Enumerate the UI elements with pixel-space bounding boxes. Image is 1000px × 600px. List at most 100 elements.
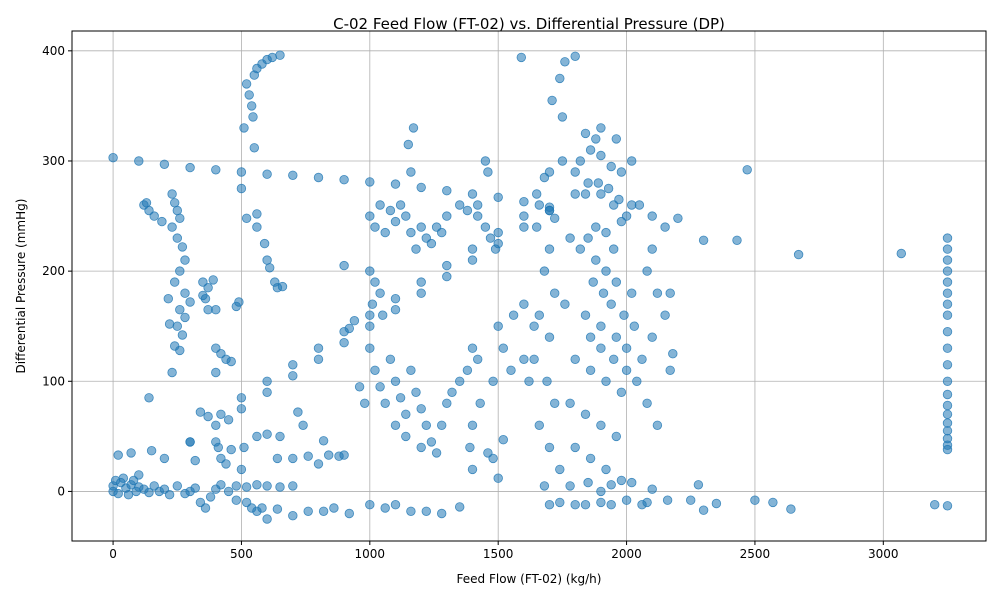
data-point [467, 464, 478, 475]
data-point [262, 255, 272, 265]
data-point [344, 508, 355, 519]
data-point [621, 343, 632, 353]
data-point [123, 490, 134, 500]
data-point [208, 275, 218, 285]
data-point [616, 387, 627, 398]
data-point [390, 179, 401, 189]
y-tick-label: 0 [57, 484, 65, 498]
data-point [177, 330, 188, 340]
data-point [583, 178, 593, 188]
data-point [732, 235, 742, 246]
data-point [401, 409, 411, 420]
data-point [190, 483, 200, 493]
data-point [455, 200, 465, 210]
data-point [550, 213, 560, 224]
data-point [370, 365, 380, 376]
data-point [390, 420, 401, 431]
data-point [167, 222, 177, 232]
data-point [473, 200, 483, 210]
data-point [609, 354, 619, 365]
data-point [216, 480, 226, 490]
data-point [570, 442, 580, 453]
data-point [236, 183, 247, 194]
data-point [462, 205, 473, 216]
x-tick-label: 2000 [611, 547, 642, 561]
y-tick-label: 300 [42, 154, 65, 168]
y-tick-label: 200 [42, 264, 65, 278]
data-point [262, 169, 272, 179]
data-point [596, 343, 606, 353]
data-point [585, 332, 596, 342]
data-point [596, 189, 606, 199]
data-point [172, 321, 183, 331]
data-point [390, 294, 401, 304]
x-tick-label: 1500 [483, 547, 514, 561]
data-point [223, 415, 234, 425]
data-point [942, 255, 953, 265]
data-point [241, 213, 252, 224]
data-point [455, 502, 465, 512]
x-tick-label: 2500 [740, 547, 771, 561]
data-point [213, 442, 224, 453]
data-point [211, 420, 221, 431]
data-point [550, 288, 560, 298]
data-point [601, 266, 611, 276]
data-point [370, 222, 380, 232]
data-point [390, 216, 401, 227]
data-point [611, 134, 622, 144]
data-point [942, 376, 953, 387]
data-point [226, 444, 236, 455]
data-point [467, 244, 478, 254]
data-point [175, 213, 185, 224]
data-point [611, 431, 622, 442]
data-point [596, 150, 606, 161]
data-point [485, 233, 496, 243]
data-point [942, 360, 953, 370]
data-point [216, 409, 226, 420]
data-point [593, 178, 604, 188]
data-point [262, 429, 272, 439]
data-point [241, 497, 252, 508]
data-point [942, 266, 953, 276]
data-point [606, 161, 616, 172]
data-point [750, 495, 760, 505]
data-point [565, 233, 575, 243]
data-point [200, 503, 211, 513]
data-point [942, 343, 953, 353]
data-point [167, 367, 177, 378]
data-point [149, 211, 159, 221]
data-point [416, 182, 426, 193]
data-point [508, 310, 519, 320]
data-point [437, 508, 447, 519]
data-point [252, 209, 262, 219]
data-point [246, 101, 257, 111]
data-point [616, 167, 627, 177]
data-point [591, 255, 601, 265]
data-point [339, 338, 349, 348]
data-point [585, 145, 596, 155]
data-point [516, 52, 527, 63]
data-point [406, 167, 416, 177]
data-point [416, 277, 426, 287]
data-point [580, 189, 591, 199]
data-point [565, 398, 575, 409]
data-point [411, 244, 421, 254]
data-point [421, 420, 432, 431]
data-point [365, 343, 375, 353]
data-point [390, 305, 401, 315]
y-axis-ticks: 0 100 200 300 400 [42, 44, 72, 498]
data-point [442, 211, 452, 221]
data-point [365, 266, 375, 276]
data-point [557, 112, 568, 122]
data-point [234, 297, 244, 307]
data-point [942, 426, 953, 436]
data-point [380, 398, 390, 409]
data-point [239, 442, 249, 453]
data-point [627, 200, 637, 210]
data-point [185, 437, 195, 447]
data-point [544, 244, 555, 254]
data-point [662, 495, 673, 505]
data-point [288, 511, 298, 521]
data-point [288, 170, 298, 181]
data-point [241, 79, 252, 89]
